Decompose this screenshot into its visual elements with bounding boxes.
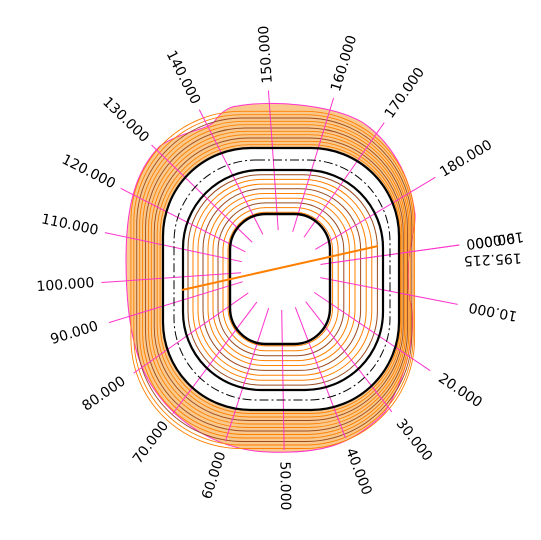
station-label: 140.000 (163, 48, 204, 107)
station-ray (224, 307, 270, 442)
station-ray (294, 307, 346, 439)
station-rays (101, 90, 460, 450)
centerline-dashdot (173, 159, 391, 401)
station-ray (281, 309, 285, 450)
station-ray (104, 232, 242, 263)
station-label: 80.000 (79, 373, 128, 414)
outer-contour-line (139, 120, 411, 439)
station-ray (172, 301, 258, 415)
inner-contour-line (202, 188, 362, 371)
station-ray (313, 291, 431, 372)
station-label: 160.000 (328, 33, 360, 93)
pit-bottom-outline (228, 212, 332, 346)
outer-contour-line (145, 127, 408, 432)
inner-contour-line (187, 174, 378, 386)
station-label: 70.000 (130, 418, 172, 467)
outer-contour-line (159, 144, 401, 414)
outer-contour-line (150, 134, 406, 425)
station-label: 110.000 (40, 211, 100, 239)
station-label: 50.000 (276, 461, 293, 510)
inner-contour-line (217, 202, 345, 357)
inner-contour-line (192, 178, 373, 381)
inner-contour-line (207, 193, 356, 366)
outer-contour-line (153, 137, 404, 421)
station-ray (320, 277, 458, 305)
station-label: 150.000 (256, 25, 276, 84)
station-ray (198, 109, 264, 235)
station-ray (151, 144, 253, 243)
station-ray (108, 281, 243, 324)
station-label: 190.000 (465, 228, 525, 252)
outer-contour-line (133, 114, 414, 446)
station-label: 30.000 (393, 416, 436, 464)
start-end-chord (181, 245, 379, 291)
station-label: 130.000 (99, 94, 152, 146)
outer-contour-line (147, 130, 407, 428)
station-label: 100.000 (36, 275, 95, 295)
station-label: 120.000 (59, 152, 118, 193)
station-label: 0.000 (474, 229, 516, 250)
station-ray (305, 301, 393, 413)
inner-contour-line (212, 197, 350, 362)
station-ray (101, 272, 242, 284)
outer-contour-line (156, 140, 403, 418)
station-label: 40.000 (342, 446, 374, 497)
alignment-outlines (161, 146, 401, 412)
outer-contour-line (142, 124, 410, 435)
station-ray (292, 97, 335, 232)
inner-contour-line (197, 183, 367, 376)
station-label: 90.000 (49, 318, 101, 348)
outer-contour-line (136, 117, 413, 442)
outer-contour-line (130, 110, 416, 449)
inner-contour-line (222, 207, 339, 352)
station-label: 180.000 (437, 137, 495, 181)
station-ray (120, 187, 246, 253)
station-label: 20.000 (435, 370, 485, 411)
contour-lines (130, 110, 416, 449)
station-label: 195.215 (463, 249, 522, 268)
station-label: 10.000 (467, 299, 518, 324)
station-label: 170.000 (382, 65, 428, 122)
inner-bench-line (181, 168, 385, 392)
outer-bench-line (161, 146, 401, 412)
inner-contour-line (227, 211, 334, 347)
station-label: 60.000 (199, 450, 229, 502)
